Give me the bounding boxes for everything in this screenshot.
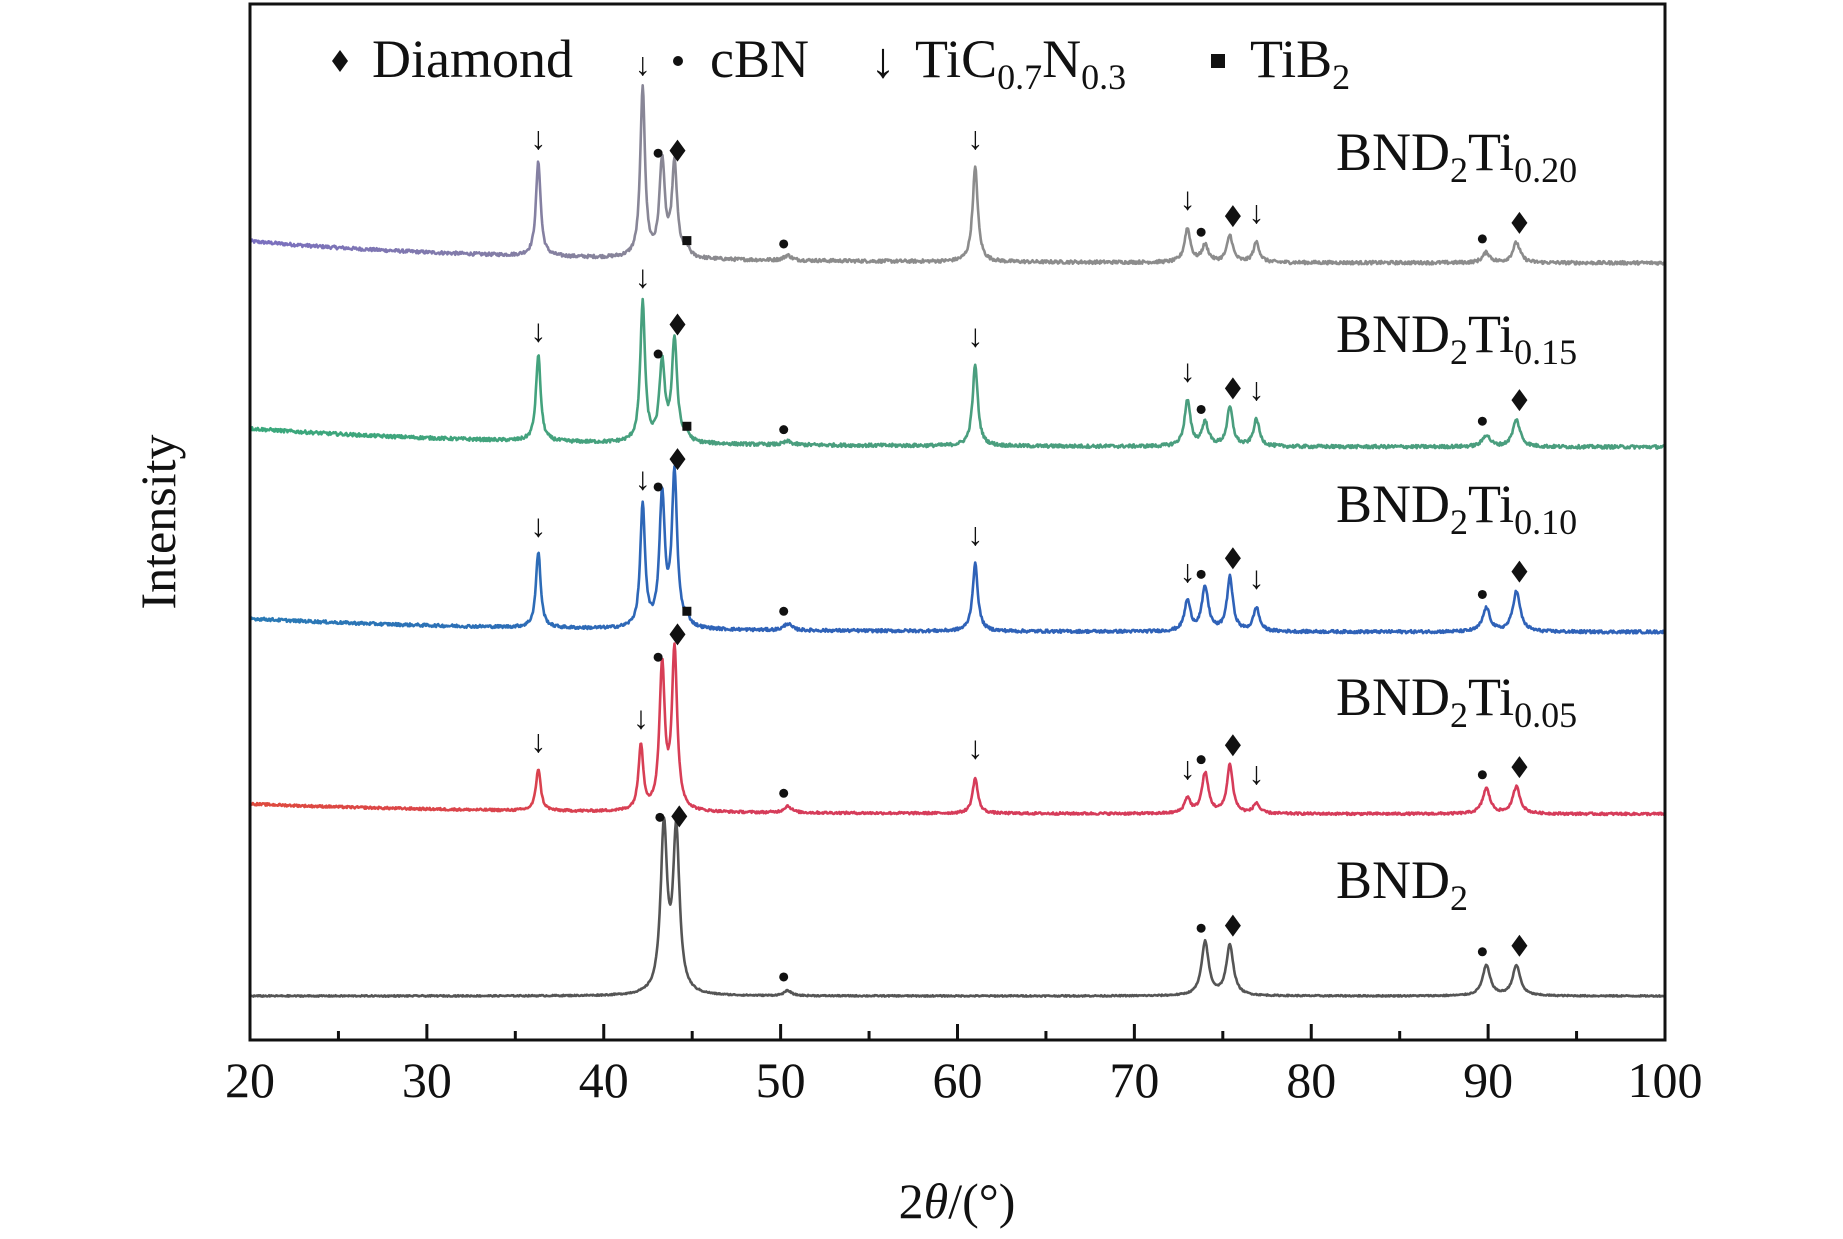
legend-label: TiC0.7N0.3 — [915, 29, 1126, 97]
ticn-marker: ↓ — [530, 507, 546, 543]
x-tick-label: 50 — [756, 1052, 806, 1108]
ticn-marker: ↓ — [1179, 353, 1195, 389]
legend-label: cBN — [710, 29, 809, 89]
cbn-marker — [1196, 755, 1206, 765]
diamond-marker — [1224, 377, 1241, 400]
series-label-1: BND2Ti0.15 — [1336, 304, 1577, 372]
tib2-marker — [682, 606, 692, 616]
diamond-marker — [669, 313, 686, 336]
series-label-4: BND2 — [1336, 850, 1468, 918]
x-tick-label: 20 — [225, 1052, 275, 1108]
x-axis-label: 2θ/(°) — [899, 1173, 1016, 1229]
diamond-marker — [671, 805, 688, 828]
legend-entry-arrow: ↓ TiC0.7N0.3 — [871, 29, 1127, 97]
legend-entry-diamond: Diamond — [332, 29, 573, 89]
legend-entry-square: TiB2 — [1211, 29, 1350, 97]
legend-circle-icon — [673, 56, 683, 66]
cbn-marker — [779, 606, 789, 616]
cbn-marker — [1477, 947, 1487, 957]
cbn-marker — [655, 812, 665, 822]
series-traces — [248, 84, 1667, 998]
series-label-2: BND2Ti0.10 — [1336, 474, 1577, 542]
ticn-marker: ↓ — [967, 120, 983, 156]
diamond-marker — [669, 448, 686, 471]
x-tick-label: 80 — [1286, 1052, 1336, 1108]
ticn-marker: ↓ — [635, 46, 651, 82]
diamond-marker — [1224, 734, 1241, 757]
x-tick-label: 100 — [1628, 1052, 1703, 1108]
x-tick-label: 90 — [1463, 1052, 1513, 1108]
series-label-3: BND2Ti0.05 — [1336, 667, 1577, 735]
ticn-marker: ↓ — [1179, 750, 1195, 786]
y-axis-label: Intensity — [130, 435, 186, 610]
diamond-marker — [1511, 756, 1528, 779]
legend-square-icon — [1211, 54, 1225, 68]
tib2-marker — [682, 236, 692, 246]
cbn-marker — [1196, 923, 1206, 933]
cbn-marker — [1477, 234, 1487, 244]
cbn-marker — [779, 972, 789, 982]
x-axis: 20 30 40 50 60 70 80 90 100 — [225, 1024, 1703, 1108]
ticn-marker: ↓ — [530, 723, 546, 759]
legend-label: TiB2 — [1250, 29, 1350, 97]
peak-markers: ↓ ↓ ↓ ↓ ↓ ↓ ↓ ↓ ↓ ↓ ↓ ↓ ↓ ↓ ↓ ↓ ↓ ↓ ↓ ↓ — [530, 46, 1528, 982]
cbn-marker — [653, 148, 663, 158]
cbn-marker — [779, 239, 789, 249]
x-tick-label: 30 — [402, 1052, 452, 1108]
legend-entry-circle: cBN — [673, 29, 809, 89]
diamond-marker — [1511, 934, 1528, 957]
diamond-marker — [1224, 547, 1241, 570]
ticn-marker: ↓ — [1248, 559, 1264, 595]
ticn-marker: ↓ — [1179, 180, 1195, 216]
diamond-marker — [1224, 205, 1241, 228]
series-line-2 — [248, 465, 1667, 635]
tib2-marker — [682, 421, 692, 431]
ticn-marker: ↓ — [635, 259, 651, 295]
cbn-marker — [779, 788, 789, 798]
cbn-marker — [1196, 227, 1206, 237]
diamond-marker — [1511, 560, 1528, 583]
ticn-marker: ↓ — [1248, 755, 1264, 791]
cbn-marker — [653, 482, 663, 492]
x-tick-label: 40 — [579, 1052, 629, 1108]
ticn-marker: ↓ — [967, 730, 983, 766]
series-line-3 — [248, 642, 1666, 817]
ticn-marker: ↓ — [635, 460, 651, 496]
ticn-marker: ↓ — [967, 317, 983, 353]
cbn-marker — [1477, 770, 1487, 780]
diamond-marker — [1511, 389, 1528, 412]
cbn-marker — [779, 425, 789, 435]
legend-arrow-icon: ↓ — [871, 32, 896, 88]
x-tick-label: 60 — [933, 1052, 983, 1108]
ticn-marker: ↓ — [530, 120, 546, 156]
series-line-1 — [249, 297, 1667, 450]
x-tick-label: 70 — [1109, 1052, 1159, 1108]
series-line-4 — [249, 816, 1666, 998]
diamond-marker — [669, 623, 686, 646]
ticn-marker: ↓ — [1248, 194, 1264, 230]
diamond-marker — [669, 139, 686, 162]
diamond-marker — [1511, 211, 1528, 234]
cbn-marker — [1196, 569, 1206, 579]
legend: Diamond cBN ↓ TiC0.7N0.3 TiB2 — [332, 29, 1350, 97]
ticn-marker: ↓ — [967, 516, 983, 552]
series-line-0 — [248, 84, 1667, 266]
series-labels: BND2Ti0.20 BND2Ti0.15 BND2Ti0.10 BND2Ti0.05… — [1336, 122, 1577, 918]
diamond-marker — [1224, 914, 1241, 937]
cbn-marker — [653, 652, 663, 662]
cbn-marker — [1196, 404, 1206, 414]
cbn-marker — [653, 349, 663, 359]
ticn-marker: ↓ — [530, 312, 546, 348]
ticn-marker: ↓ — [1248, 371, 1264, 407]
diamond-marker — [332, 50, 348, 72]
ticn-marker: ↓ — [1179, 553, 1195, 589]
cbn-marker — [1477, 416, 1487, 426]
ticn-marker: ↓ — [633, 699, 649, 735]
legend-label: Diamond — [372, 29, 573, 89]
cbn-marker — [1477, 589, 1487, 599]
series-label-0: BND2Ti0.20 — [1336, 122, 1577, 190]
